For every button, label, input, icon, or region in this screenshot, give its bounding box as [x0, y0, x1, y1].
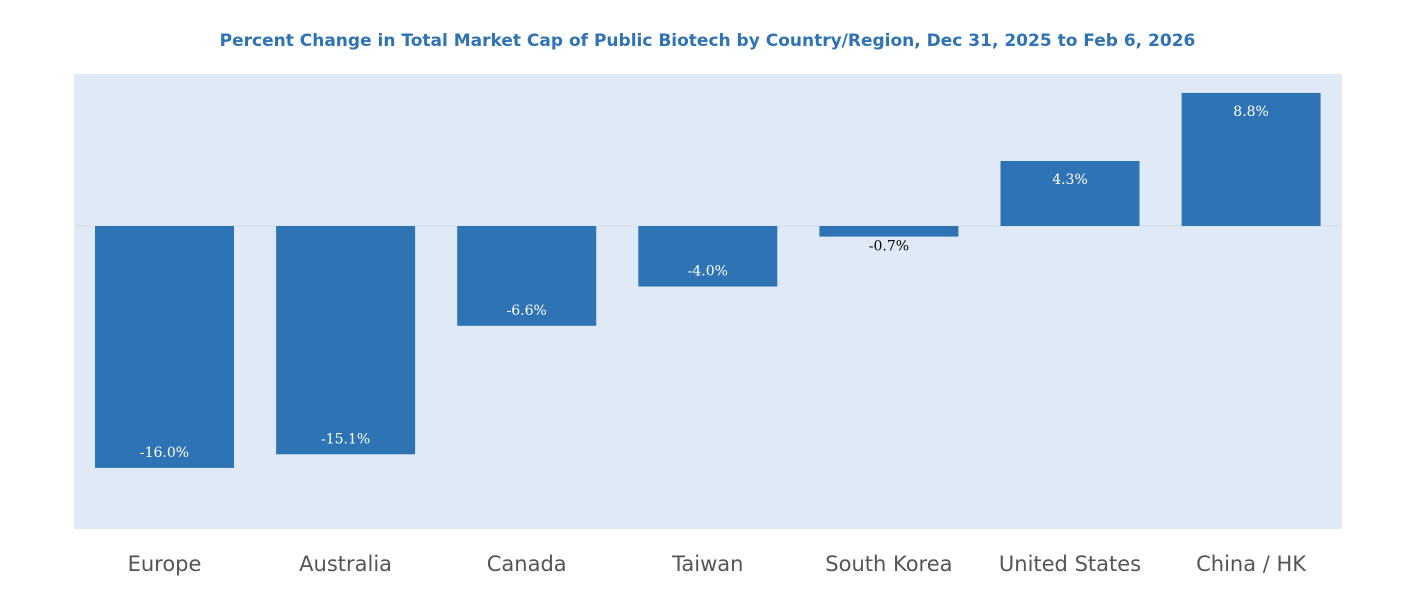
category-label: Australia — [299, 552, 392, 576]
plot-area — [74, 74, 1342, 529]
data-label: -15.1% — [321, 431, 370, 447]
bar-south-korea — [819, 226, 959, 237]
bar-europe — [95, 226, 234, 468]
data-label: -16.0% — [140, 445, 189, 461]
data-label: -4.0% — [688, 264, 728, 280]
category-label: Europe — [128, 552, 202, 576]
bar-united-states — [1000, 161, 1140, 226]
bar-australia — [276, 226, 416, 455]
category-label: China / HK — [1196, 552, 1307, 576]
category-label: Canada — [487, 552, 567, 576]
data-label: 8.8% — [1233, 104, 1269, 120]
category-label: Taiwan — [671, 552, 743, 576]
bar-taiwan — [638, 226, 778, 287]
bar-china-hk — [1181, 92, 1321, 227]
category-label: South Korea — [825, 552, 952, 576]
data-label: 4.3% — [1052, 172, 1088, 188]
data-label: -0.7% — [869, 239, 909, 255]
chart-title: Percent Change in Total Market Cap of Pu… — [219, 31, 1196, 51]
bar-canada — [457, 226, 597, 326]
category-label: United States — [999, 552, 1141, 576]
data-label: -6.6% — [507, 303, 547, 319]
